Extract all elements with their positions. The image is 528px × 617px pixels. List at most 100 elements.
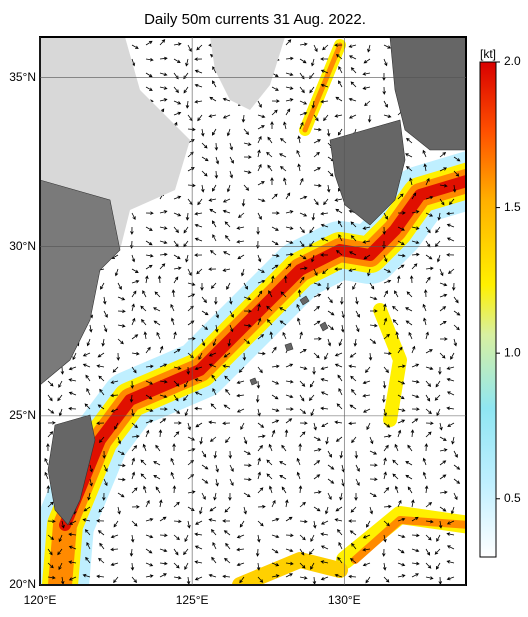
arrow [131,422,138,429]
arrow [212,184,217,192]
arrow [334,352,343,357]
arrow [313,282,322,287]
arrow [228,450,233,459]
arrow [145,275,149,284]
arrow [145,40,153,46]
arrow [409,275,414,284]
arrow [130,380,135,389]
arrow [383,444,389,452]
arrow [140,473,147,480]
arrow [285,240,294,245]
arrow [187,320,195,326]
arrow [214,170,219,179]
arrow [266,459,273,466]
arrow [271,380,280,385]
arrow [112,366,119,373]
arrow [299,86,305,94]
arrow [362,408,371,413]
lon-tick-label: 120°E [24,593,57,607]
arrow [363,58,371,64]
arrow [222,114,231,119]
arrow [439,152,447,158]
arrow [453,478,461,484]
arrow [187,490,196,494]
arrow [299,111,308,116]
arrow [187,520,191,529]
arrow [367,114,372,123]
arrow [110,534,119,539]
arrow [110,408,119,413]
arrow [449,198,455,206]
arrow [297,289,302,298]
arrow [117,492,125,498]
arrow [257,212,262,220]
arrow [325,436,329,445]
arrow [170,471,175,480]
arrow [116,352,121,361]
arrow [348,55,357,60]
arrow [96,519,105,523]
arrow [68,391,77,396]
arrow [257,181,265,186]
arrow [209,96,217,102]
arrow [338,80,343,88]
arrow [224,234,231,242]
arrow [201,296,207,304]
arrow [395,331,399,340]
arrow [145,86,153,91]
arrow [296,471,301,480]
arrow [257,100,262,108]
arrow [131,303,135,312]
arrow [82,573,91,578]
arrow [47,519,56,524]
arrow [453,156,461,162]
lat-tick-label: 35°N [9,70,36,84]
arrow [269,331,274,340]
arrow [308,394,315,401]
arrow [411,380,420,384]
arrow [173,408,181,414]
arrow [336,282,343,289]
arrow [350,235,357,242]
arrow [156,331,161,340]
arrow [362,86,371,90]
arrow [285,192,291,200]
arrow [47,394,53,402]
arrow [405,153,413,158]
arrow [439,282,448,287]
arrow [98,436,105,444]
arrow [446,223,455,228]
arrow [197,198,203,206]
arrow [68,378,77,382]
arrow [334,114,343,118]
arrow [60,366,65,375]
arrow [257,520,264,527]
arrow [145,534,154,539]
arrow [257,366,263,374]
arrow [298,485,303,494]
arrow [113,520,119,528]
arrow [96,364,105,368]
arrow [320,560,329,564]
arrow [285,418,293,424]
arrow [236,226,245,230]
arrow [285,252,294,257]
arrow [299,534,306,541]
arrow [159,561,168,566]
arrow [362,562,371,567]
arrow [140,459,147,466]
arrow [383,422,391,428]
arrow [354,492,358,501]
arrow [201,156,209,162]
arrow [44,471,49,480]
arrow [257,125,265,130]
arrow [313,474,321,480]
arrow [397,534,406,539]
arrow [223,251,231,256]
arrow [145,517,154,522]
arrow [257,504,266,509]
arrow [236,393,245,398]
arrow [369,296,378,301]
arrow [222,421,231,426]
arrow [266,473,273,480]
